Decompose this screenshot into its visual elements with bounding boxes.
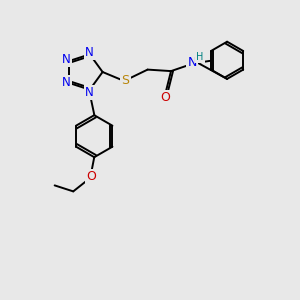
- Text: N: N: [85, 85, 94, 99]
- Text: H: H: [196, 52, 203, 62]
- Text: O: O: [86, 170, 96, 183]
- Text: O: O: [161, 91, 170, 104]
- Text: N: N: [85, 46, 94, 59]
- Text: S: S: [122, 74, 129, 88]
- Text: N: N: [62, 53, 71, 66]
- Text: N: N: [187, 56, 197, 69]
- Text: N: N: [62, 76, 71, 89]
